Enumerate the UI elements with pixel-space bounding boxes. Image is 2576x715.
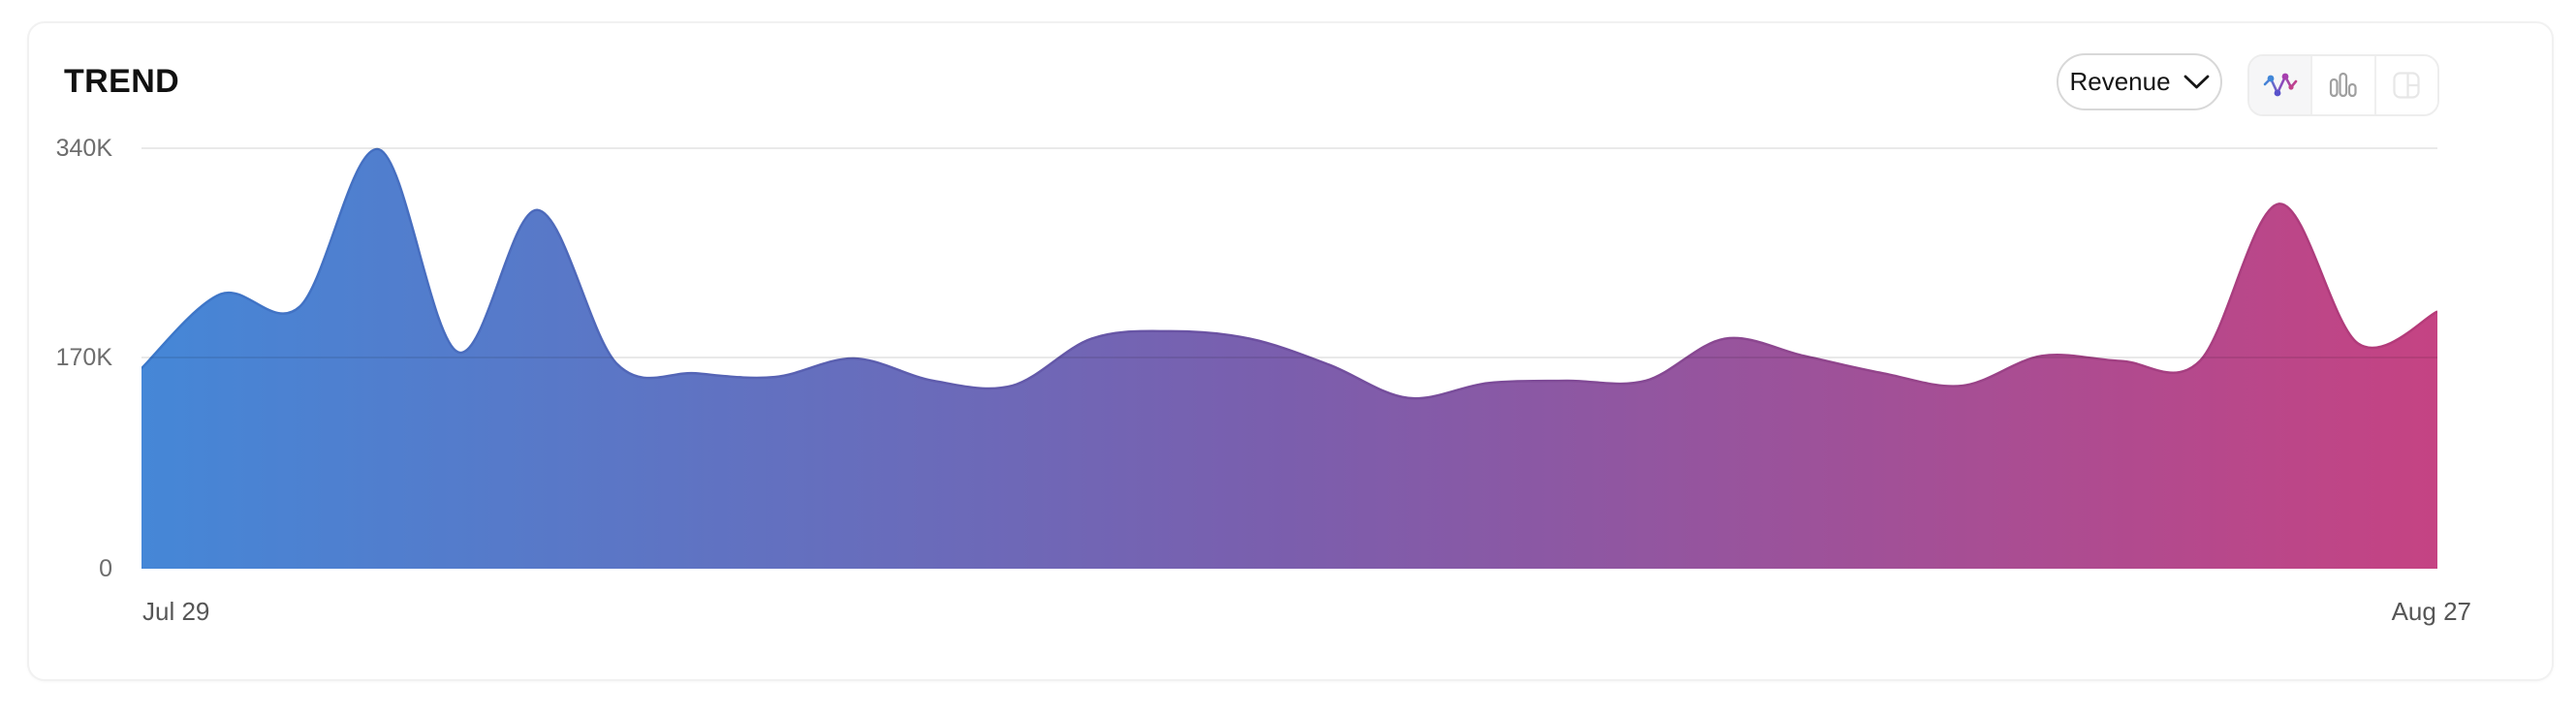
x-label-end: Aug 27 (2391, 597, 2471, 626)
gridline-170k (141, 357, 2437, 358)
y-tick-0: 0 (99, 555, 112, 582)
chart-type-table-button[interactable] (2375, 56, 2437, 114)
area-line (141, 148, 2437, 400)
chevron-down-icon (2183, 75, 2209, 88)
y-tick-340k: 340K (55, 135, 112, 162)
card-title: TREND (64, 63, 180, 100)
bar-chart-icon (2330, 72, 2358, 98)
metric-dropdown-label: Revenue (2069, 67, 2171, 96)
chart-type-line-button[interactable] (2249, 56, 2313, 114)
chart-type-switcher (2247, 54, 2439, 116)
metric-dropdown-button[interactable]: Revenue (2057, 53, 2222, 110)
chart-type-bar-button[interactable] (2312, 56, 2376, 114)
area-fill (141, 148, 2437, 569)
table-icon (2393, 72, 2420, 99)
trend-card: TREND Revenue (27, 21, 2554, 681)
trend-area-chart (141, 148, 2437, 569)
gridline-340k (141, 147, 2437, 149)
line-chart-icon (2263, 73, 2297, 97)
y-tick-170k: 170K (55, 344, 112, 371)
x-label-start: Jul 29 (142, 597, 210, 626)
